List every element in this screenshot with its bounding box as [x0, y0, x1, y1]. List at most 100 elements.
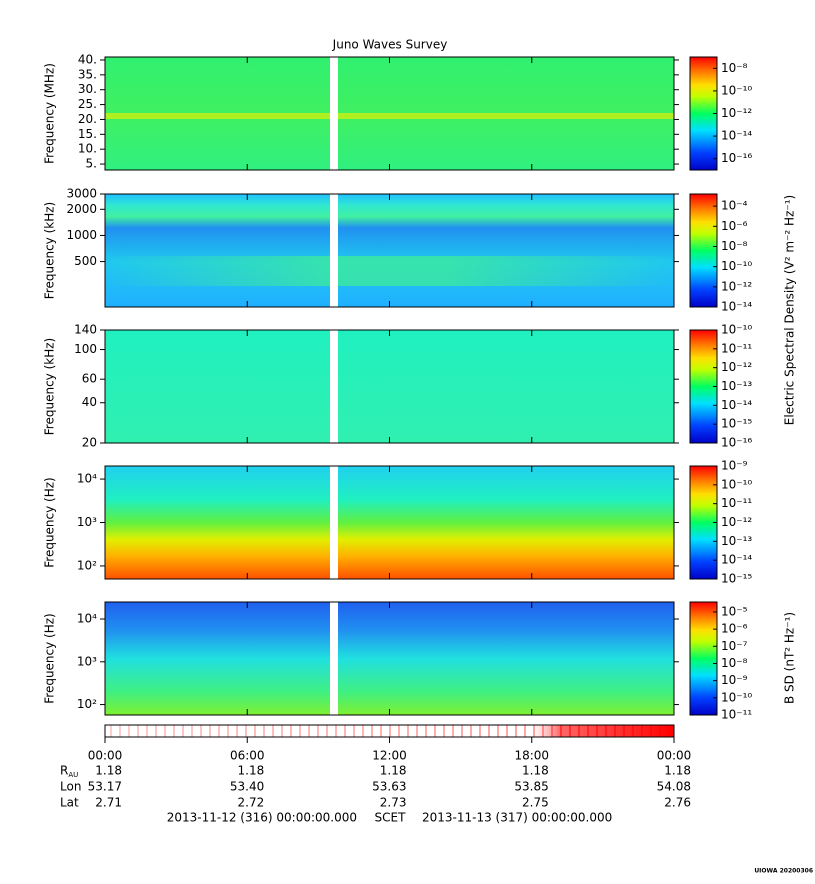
start-time: 2013-11-12 (316) 00:00:00.000 [167, 811, 357, 825]
x-tick-label: 00:00 [88, 749, 123, 763]
time-label: SCET [375, 811, 407, 825]
spectrogram [105, 194, 674, 307]
y-tick-label: 10³ [77, 654, 97, 668]
y-tick-label: 10⁴ [77, 472, 97, 486]
colorbar-tick-label: 10⁻¹² [721, 515, 752, 529]
colorbar [689, 193, 718, 308]
ephemeris-value: 1.18 [664, 764, 691, 778]
spectrogram [105, 330, 674, 443]
y-tick-label: 140 [74, 323, 97, 337]
colorbar-tick-label: 10⁻¹⁵ [721, 572, 752, 586]
colorbar-tick-label: 10⁻⁵ [721, 604, 748, 618]
ephemeris-value: 54.08 [657, 780, 691, 794]
emission-arc [105, 256, 674, 286]
y-tick-label: 3000 [66, 187, 97, 201]
spectrogram [105, 466, 674, 579]
data-gap [330, 330, 338, 443]
y-tick-label: 1000 [66, 228, 97, 242]
y-tick-label: 15. [78, 127, 97, 141]
ephemeris-value: 1.18 [238, 764, 265, 778]
ephemeris-value: 1.18 [380, 764, 407, 778]
spectrogram [105, 602, 674, 715]
colorbar [689, 601, 718, 716]
emission-band [105, 113, 674, 119]
colorbar-tick-label: 10⁻¹⁰ [721, 259, 752, 273]
colorbar [689, 465, 718, 580]
ephemeris-value: 1.18 [522, 764, 549, 778]
colorbar-tick-label: 10⁻¹¹ [721, 496, 752, 510]
colorbar-tick-label: 10⁻¹⁶ [721, 151, 752, 165]
colorbar-tick-label: 10⁻⁹ [721, 673, 748, 687]
colorbar-tick-label: 10⁻¹⁰ [721, 477, 752, 491]
y-axis-label: Frequency (kHz) [43, 202, 57, 299]
y-tick-label: 10. [78, 142, 97, 156]
y-tick-label: 20 [82, 436, 97, 450]
ephemeris-value: 2.71 [95, 796, 122, 810]
panels: Frequency (MHz) 5.10.15.20.25.30.35.40. 10… [43, 52, 753, 721]
ephemeris-value: 1.18 [95, 764, 122, 778]
colorbar-label: B SD (nT² Hz⁻¹) [783, 612, 797, 704]
y-tick-label: 30. [78, 82, 97, 96]
y-tick-label: 10⁴ [77, 612, 97, 626]
y-tick-label: 35. [78, 67, 97, 81]
y-tick-label: 10² [77, 697, 97, 711]
ephemeris-value: 53.85 [514, 780, 548, 794]
end-time: 2013-11-13 (317) 00:00:00.000 [422, 811, 612, 825]
colorbar-tick-label: 10⁻⁷ [721, 639, 748, 653]
colorbar-tick-label: 10⁻⁴ [721, 199, 748, 213]
y-tick-label: 60 [82, 372, 97, 386]
colorbar-tick-label: 10⁻¹⁴ [721, 398, 752, 412]
colorbar-tick-label: 10⁻¹³ [721, 379, 752, 393]
y-axis-label: Frequency (Hz) [43, 477, 57, 568]
x-tick-label: 00:00 [657, 749, 692, 763]
data-gap [330, 466, 338, 579]
y-tick-label: 10³ [77, 515, 97, 529]
colorbar-tick-label: 10⁻¹¹ [721, 708, 752, 722]
data-gap [330, 194, 338, 307]
colorbar-tick-label: 10⁻¹² [721, 279, 752, 293]
x-tick-label: 06:00 [230, 749, 265, 763]
colorbar-tick-label: 10⁻⁸ [721, 61, 748, 75]
colorbar-tick-label: 10⁻⁶ [721, 622, 748, 636]
ephemeris-value: 2.75 [522, 796, 549, 810]
colorbar-tick-label: 10⁻¹⁴ [721, 129, 752, 143]
y-tick-label: 25. [78, 97, 97, 111]
x-tick-label: 12:00 [372, 749, 407, 763]
title: Juno Waves Survey [332, 38, 448, 52]
colorbar-tick-label: 10⁻⁸ [721, 239, 748, 253]
y-axis-label: Frequency (Hz) [43, 613, 57, 704]
colorbar-tick-label: 10⁻¹¹ [721, 341, 752, 355]
colorbar-tick-label: 10⁻⁸ [721, 656, 748, 670]
colorbar-tick-label: 10⁻¹⁰ [721, 690, 752, 704]
y-tick-label: 5. [86, 157, 97, 171]
y-tick-label: 40. [78, 52, 97, 66]
y-tick-label: 2000 [66, 202, 97, 216]
y-axis-label: Frequency (MHz) [43, 63, 57, 164]
ephemeris-subscript: AU [68, 771, 78, 779]
colorbar-tick-label: 10⁻¹⁴ [721, 300, 752, 314]
data-gap [330, 602, 338, 715]
y-tick-label: 10² [77, 558, 97, 572]
ephemeris-name: Lat [60, 796, 79, 810]
ephemeris-name: Lon [60, 780, 81, 794]
colorbar-tick-label: 10⁻¹⁶ [721, 436, 752, 450]
colorbar-tick-label: 10⁻¹⁴ [721, 553, 752, 567]
colorbar-tick-label: 10⁻⁹ [721, 459, 748, 473]
colorbar-label: Electric Spectral Density (V² m⁻² Hz⁻¹) [783, 195, 797, 425]
y-tick-label: 40 [82, 395, 97, 409]
ephemeris-name: RAU [60, 764, 78, 780]
y-tick-label: 500 [74, 254, 97, 268]
colorbar-tick-label: 10⁻⁶ [721, 219, 748, 233]
y-tick-label: 20. [78, 112, 97, 126]
ephemeris-value: 53.40 [230, 780, 264, 794]
colorbar [689, 56, 718, 171]
ephemeris-value: 2.73 [380, 796, 407, 810]
credit: UIOWA 20200306 [754, 868, 813, 875]
y-tick-label: 100 [74, 342, 97, 356]
colorbar-tick-label: 10⁻¹² [721, 360, 752, 374]
colorbar-tick-label: 10⁻¹⁵ [721, 417, 752, 431]
y-axis-label: Frequency (kHz) [43, 338, 57, 435]
colorbar-tick-label: 10⁻¹³ [721, 534, 752, 548]
ephemeris-value: 2.76 [664, 796, 691, 810]
